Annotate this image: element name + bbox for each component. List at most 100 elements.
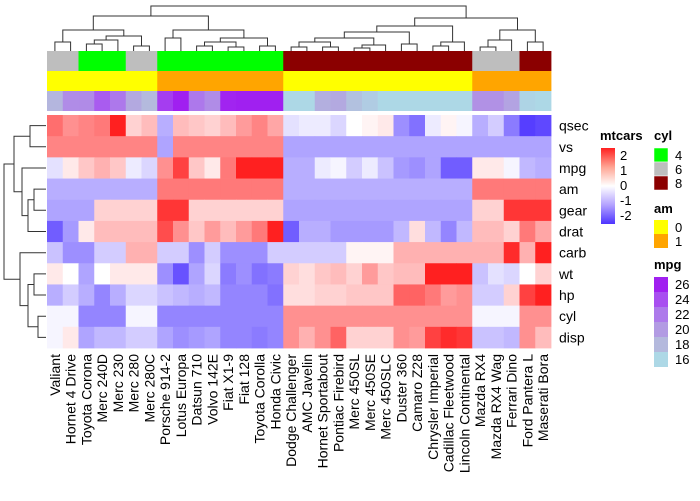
heatmap-cell-carb-12 — [236, 242, 253, 264]
heatmap-cell-qsec-14 — [267, 115, 284, 137]
heatmap-cell-disp-4 — [110, 326, 127, 349]
legend-mpg-label-22: 22 — [675, 307, 689, 322]
heatmap-cell-carb-19 — [346, 242, 363, 264]
annotation-am-11 — [220, 71, 237, 91]
heatmap-cell-carb-2 — [78, 242, 95, 264]
heatmap-cell-mpg-19 — [346, 157, 363, 179]
column-dendrogram — [54, 5, 544, 51]
column-labels: Valiant Hornet 4 Drive Toyota Corona Merc 2… — [47, 354, 551, 473]
heatmap-cell-drat-23 — [409, 220, 426, 243]
heatmap-cell-carb-11 — [220, 242, 237, 264]
column-label-11: Fiat X1-9 — [220, 354, 236, 411]
heatmap-cell-vs-6 — [141, 136, 158, 158]
column-label-27: Mazda RX4 — [472, 354, 488, 427]
heatmap-cell-mpg-12 — [236, 157, 253, 179]
annotation-am-14 — [267, 71, 284, 91]
heatmap-cell-disp-25 — [440, 326, 457, 349]
column-label-9: Datsun 710 — [189, 354, 205, 426]
heatmap-cell-wt-19 — [346, 263, 363, 285]
column-label-15: Dodge Challenger — [283, 354, 299, 467]
col-dendro-link-22 — [432, 45, 450, 51]
heatmap-cell-qsec-2 — [78, 115, 95, 137]
heatmap-cell-gear-22 — [393, 199, 410, 222]
row-dendrogram — [3, 125, 46, 338]
annotation-cyl-30 — [519, 51, 536, 71]
heatmap-cell-vs-19 — [346, 136, 363, 158]
column-label-2: Toyota Corona — [78, 354, 94, 445]
annotation-cyl-29 — [503, 51, 520, 71]
heatmap-cell-cyl-18 — [330, 305, 347, 328]
heatmap-cell-wt-11 — [220, 263, 237, 285]
heatmap-cell-am-15 — [283, 178, 300, 201]
heatmap-cell-am-12 — [236, 178, 253, 201]
heatmap-cell-qsec-7 — [157, 115, 174, 137]
annotation-mpg-5 — [125, 91, 142, 111]
legend-am-swatch-1 — [654, 234, 668, 248]
annotation-cyl-9 — [188, 51, 205, 71]
annotation-mpg-27 — [472, 91, 489, 111]
column-label-21: Merc 450SLC — [378, 354, 394, 440]
column-label-31: Maserati Bora — [535, 354, 551, 441]
annotation-cyl-31 — [535, 51, 552, 71]
heatmap-cell-carb-18 — [330, 242, 347, 264]
heatmap-cell-vs-16 — [299, 136, 316, 158]
heatmap-cell-drat-4 — [110, 220, 127, 243]
heatmap-cell-cyl-16 — [299, 305, 316, 328]
column-label-7: Porsche 914-2 — [157, 354, 173, 445]
heatmap-cell-vs-5 — [125, 136, 142, 158]
column-label-29: Ferrari Dino — [504, 354, 520, 428]
heatmap-cell-mpg-7 — [157, 157, 174, 179]
heatmap-cell-cyl-15 — [283, 305, 300, 328]
heatmap-cell-cyl-13 — [251, 305, 268, 328]
heatmap-cell-qsec-9 — [188, 115, 205, 137]
heatmap-cell-disp-15 — [283, 326, 300, 349]
column-label-18: Pontiac Firebird — [330, 354, 346, 452]
legend-mpg-swatch-20 — [654, 322, 668, 337]
heatmap-cell-mpg-8 — [173, 157, 190, 179]
annotation-mpg-13 — [251, 91, 268, 111]
heatmap-cell-carb-24 — [425, 242, 442, 264]
annotation-mpg-0 — [47, 91, 64, 111]
column-label-12: Fiat 128 — [236, 354, 252, 405]
heatmap-cell-drat-12 — [236, 220, 253, 243]
heatmap-cell-hp-9 — [188, 284, 205, 307]
heatmap-cell-disp-21 — [377, 326, 394, 349]
heatmap-cell-gear-9 — [188, 199, 205, 222]
row-label-carb: carb — [559, 245, 586, 261]
heatmap-cell-gear-13 — [251, 199, 268, 222]
heatmap-cell-qsec-27 — [472, 115, 489, 137]
heatmap-cell-cyl-8 — [173, 305, 190, 328]
annotation-cyl-22 — [393, 51, 410, 71]
heatmap-cell-wt-10 — [204, 263, 221, 285]
heatmap-cell-wt-2 — [78, 263, 95, 285]
heatmap-cell-drat-3 — [94, 220, 111, 243]
heatmap-cell-wt-24 — [425, 263, 442, 285]
legend-mpg-swatch-24 — [654, 292, 668, 307]
heatmap-cell-hp-28 — [488, 284, 505, 307]
row-label-gear: gear — [559, 202, 587, 218]
heatmap-cell-gear-8 — [173, 199, 190, 222]
heatmap-cell-hp-21 — [377, 284, 394, 307]
col-dendro-link-27 — [526, 41, 544, 51]
col-dendro-link-6 — [164, 37, 182, 51]
column-label-6: Merc 280C — [141, 354, 157, 422]
annotation-mpg-10 — [204, 91, 221, 111]
heatmap-cell-cyl-26 — [456, 305, 473, 328]
legend-mpg-swatch-26 — [654, 277, 668, 292]
heatmap-cell-wt-17 — [314, 263, 331, 285]
heatmap-cell-drat-6 — [141, 220, 158, 243]
column-label-24: Chrysler Imperial — [425, 354, 441, 460]
heatmap-cell-vs-26 — [456, 136, 473, 158]
heatmap-cell-mpg-22 — [393, 157, 410, 179]
col-dendro-link-0 — [54, 41, 72, 51]
heatmap-cell-wt-13 — [251, 263, 268, 285]
heatmap-cell-am-5 — [125, 178, 142, 201]
annotation-am-7 — [157, 71, 174, 91]
col-dendro-link-13 — [92, 15, 209, 30]
heatmap-cell-vs-0 — [47, 136, 64, 158]
annotation-mpg-19 — [346, 91, 363, 111]
heatmap-cell-vs-11 — [220, 136, 237, 158]
annotation-tracks — [47, 51, 552, 111]
heatmap-cell-hp-31 — [535, 284, 552, 307]
col-dendro-link-20 — [400, 43, 418, 51]
